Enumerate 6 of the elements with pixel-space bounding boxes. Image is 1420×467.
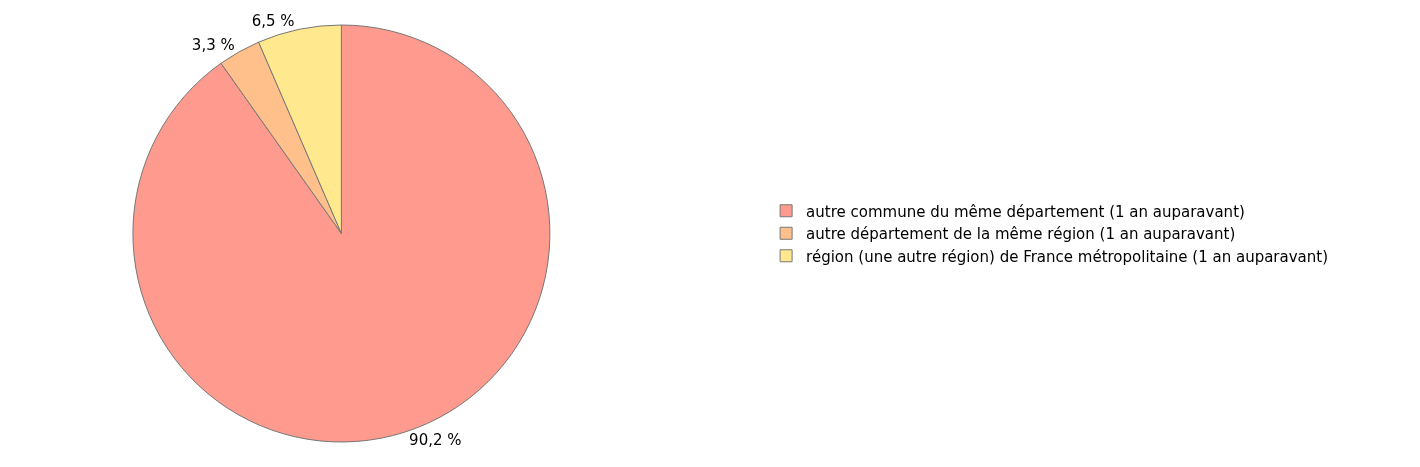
data-label: 6,5 % [251, 11, 295, 30]
data-label: 90,2 % [409, 431, 462, 450]
legend-label: autre département de la même région (1 an auparavant) [806, 225, 1236, 244]
data-label: 3,3 % [191, 35, 235, 54]
legend-label: région (une autre région) de France métropolitaine (1 an auparavant) [806, 247, 1329, 266]
legend-label: autre commune du même département (1 an auparavant) [806, 202, 1245, 221]
